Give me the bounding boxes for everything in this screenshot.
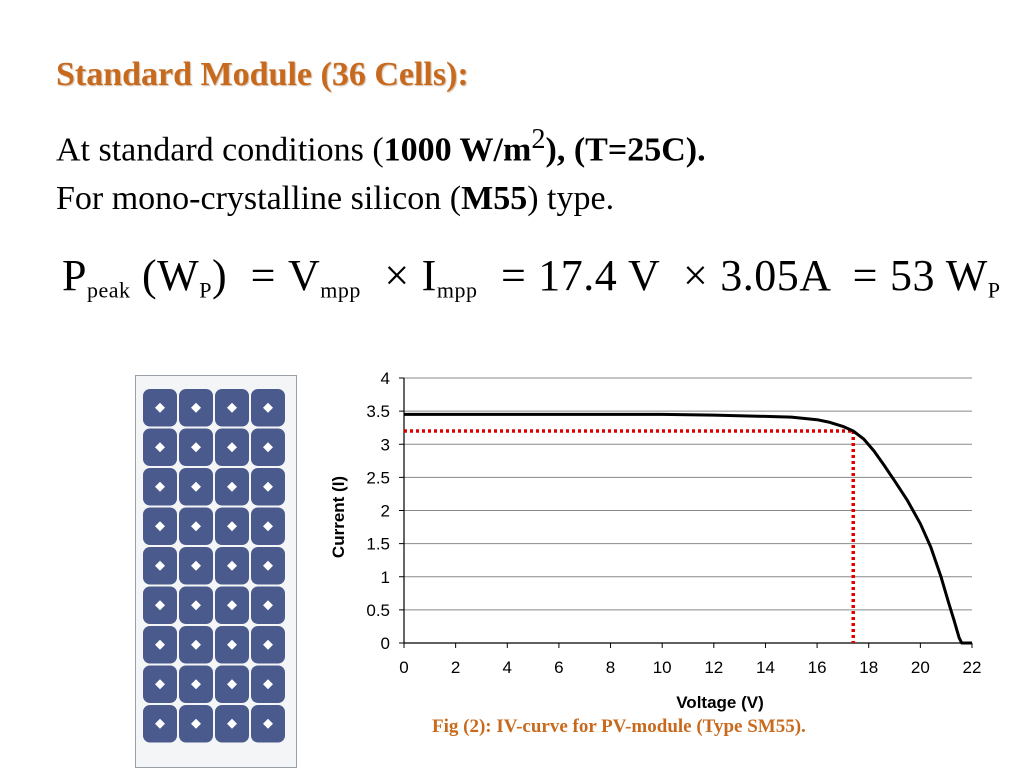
cell-contact-diamond	[191, 560, 201, 571]
cell-contact-diamond	[155, 600, 165, 611]
formula-result-sub: P	[987, 277, 1001, 303]
cell-contact-diamond	[263, 600, 273, 611]
module-type-text-c: ) type.	[527, 180, 615, 217]
cell-contact-diamond	[155, 481, 165, 492]
x-axis-ticks: 0 2 4 6 8 10 12 14 16 18 20 22	[399, 643, 981, 677]
cell-contact-diamond	[263, 639, 273, 650]
cell-contact-diamond	[191, 481, 201, 492]
formula-current-value: 3.05A	[720, 251, 830, 300]
cell-contact-diamond	[155, 521, 165, 532]
cell-contact-diamond	[227, 402, 237, 413]
cell-contact-diamond	[227, 600, 237, 611]
cell-contact-diamond	[191, 521, 201, 532]
x-tick-label: 20	[911, 658, 930, 677]
peak-power-formula: Ppeak (WP) = Vmpp × Impp = 17.4 V × 3.05A = 5…	[62, 250, 1000, 304]
y-tick-label: 1.5	[366, 535, 390, 554]
cell-contact-diamond	[227, 679, 237, 690]
cell-contact-diamond	[227, 560, 237, 571]
solar-panel-image	[135, 375, 297, 768]
iv-curve-line	[404, 412, 972, 645]
formula-p-sub: peak	[86, 277, 131, 303]
x-axis-label: Voltage (V)	[676, 693, 764, 712]
formula-voltage-value: 17.4 V	[538, 251, 660, 300]
irradiance-exponent: 2	[531, 124, 546, 155]
cell-contact-diamond	[155, 402, 165, 413]
chart-series	[404, 412, 972, 645]
formula-v: V	[287, 251, 321, 300]
cell-contact-diamond	[191, 442, 201, 453]
x-tick-label: 12	[704, 658, 723, 677]
cell-contact-diamond	[191, 718, 201, 729]
module-type-value: M55	[461, 180, 528, 217]
iv-curve-chart: 0 0.5 1 1.5 2 2.5 3 3.5 4 0 2 4 6 8 10 12 14 16 18 20 22 Cu…	[329, 369, 981, 712]
x-tick-label: 16	[808, 658, 827, 677]
cell-contact-diamond	[155, 639, 165, 650]
x-tick-label: 22	[963, 658, 982, 677]
x-tick-label: 10	[653, 658, 672, 677]
cell-contact-diamond	[191, 679, 201, 690]
y-tick-label: 0.5	[366, 601, 390, 620]
x-tick-label: 8	[606, 658, 615, 677]
mpp-guides	[404, 429, 855, 643]
cell-contact-diamond	[227, 442, 237, 453]
cell-contact-diamond	[227, 718, 237, 729]
cell-contact-diamond	[263, 560, 273, 571]
chart-grid	[404, 377, 972, 611]
cell-contact-diamond	[227, 521, 237, 532]
cell-contact-diamond	[155, 442, 165, 453]
cell-contact-diamond	[263, 521, 273, 532]
cell-contact-diamond	[263, 481, 273, 492]
cell-contact-diamond	[263, 679, 273, 690]
y-tick-label: 4	[381, 369, 390, 388]
cell-contact-diamond	[227, 639, 237, 650]
formula-equals-1: =	[250, 251, 276, 300]
irradiance-value: 1000 W/m	[383, 131, 532, 169]
x-tick-label: 4	[503, 658, 512, 677]
formula-wp-sub: P	[199, 277, 212, 303]
cell-contact-diamond	[227, 481, 237, 492]
formula-times-2: ×	[682, 251, 709, 300]
slide-title: Standard Module (36 Cells):	[56, 56, 469, 93]
x-tick-label: 6	[554, 658, 563, 677]
x-tick-label: 0	[399, 658, 408, 677]
x-tick-label: 2	[451, 658, 460, 677]
y-tick-label: 2.5	[366, 468, 390, 487]
formula-equals-2: =	[500, 251, 527, 300]
formula-times-1: ×	[384, 251, 410, 300]
cell-contact-diamond	[191, 600, 201, 611]
cell-contact-diamond	[191, 639, 201, 650]
formula-equals-3: =	[852, 251, 878, 300]
cell-contact-diamond	[263, 718, 273, 729]
conditions-line: At standard conditions (1000 W/m2), (T=2…	[56, 124, 706, 169]
formula-wp-close: )	[211, 251, 228, 300]
formula-wp-open: (W	[142, 251, 200, 300]
cell-contact-diamond	[155, 560, 165, 571]
y-tick-label: 0	[381, 634, 390, 653]
x-tick-label: 14	[756, 658, 775, 677]
y-axis-label: Current (I)	[329, 476, 348, 558]
temperature-value: ), (T=25C).	[545, 131, 706, 169]
formula-v-sub: mpp	[320, 277, 361, 303]
y-tick-label: 3	[381, 435, 390, 454]
formula-p: P	[62, 251, 87, 300]
module-type-line: For mono-crystalline silicon (M55) type.	[56, 180, 614, 218]
formula-i: I	[421, 251, 437, 300]
conditions-text-a: At standard conditions (	[56, 131, 384, 169]
formula-result: 53 W	[889, 251, 988, 300]
module-type-text-a: For mono-crystalline silicon (	[56, 180, 462, 217]
cell-contact-diamond	[191, 402, 201, 413]
y-axis-ticks: 0 0.5 1 1.5 2 2.5 3 3.5 4	[366, 369, 404, 653]
formula-i-sub: mpp	[436, 277, 478, 303]
cell-contact-diamond	[263, 442, 273, 453]
cell-contact-diamond	[263, 402, 273, 413]
y-tick-label: 3.5	[366, 402, 390, 421]
y-tick-label: 2	[381, 502, 390, 521]
y-tick-label: 1	[381, 568, 390, 587]
cell-contact-diamond	[155, 718, 165, 729]
cell-contact-diamond	[155, 679, 165, 690]
figure-caption: Fig (2): IV-curve for PV-module (Type SM…	[432, 716, 806, 737]
x-tick-label: 18	[859, 658, 878, 677]
panel-cells	[143, 389, 285, 743]
